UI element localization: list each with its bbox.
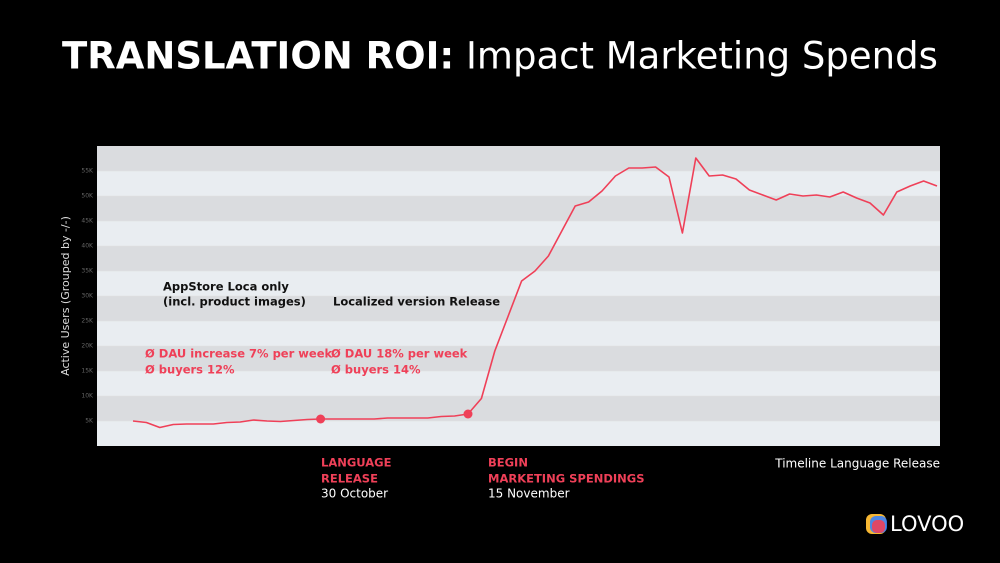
logo-icon	[866, 514, 887, 534]
annotation: Ø buyers 14%	[331, 363, 421, 377]
y-tick-label: 10K	[81, 393, 94, 400]
band	[97, 146, 940, 171]
x-axis-label: Timeline Language Release	[774, 457, 940, 471]
band	[97, 196, 940, 221]
event-label: MARKETING SPENDINGS	[488, 472, 645, 486]
event-date: 15 November	[488, 487, 570, 501]
event-date: 30 October	[321, 487, 388, 501]
plot: 5K 10K 15K 20K 25K 30K 35K 40K 45K 50K 55K	[81, 146, 940, 446]
annotation: Ø DAU increase 7% per week	[145, 347, 332, 361]
y-tick-label: 45K	[81, 218, 94, 225]
y-tick-label: 50K	[81, 193, 94, 200]
y-tick-label: 55K	[81, 168, 94, 175]
event-label: BEGIN	[488, 456, 528, 470]
annotation: AppStore Loca only	[163, 280, 289, 294]
y-tick-label: 20K	[81, 343, 94, 350]
event-marker	[463, 409, 473, 419]
band	[97, 246, 940, 271]
annotation: Localized version Release	[333, 295, 500, 309]
y-tick-label: 30K	[81, 293, 94, 300]
event-label: RELEASE	[321, 472, 378, 486]
logo: LOVOO	[890, 512, 964, 536]
y-axis-label: Active Users (Grouped by -/-)	[59, 216, 72, 376]
annotation: (incl. product images)	[163, 295, 306, 309]
band	[97, 296, 940, 321]
band	[97, 396, 940, 421]
annotation: Ø buyers 12%	[145, 363, 235, 377]
series-line	[132, 157, 938, 429]
annotation: Ø DAU 18% per week	[331, 347, 468, 361]
subtitle: Impact Marketing Spends	[466, 35, 938, 78]
band	[97, 346, 940, 371]
y-tick-label: 35K	[81, 268, 94, 275]
y-tick-label: 5K	[85, 418, 94, 425]
event-label: LANGUAGE	[321, 456, 392, 470]
y-tick-label: 40K	[81, 243, 94, 250]
event-marker	[316, 414, 326, 424]
y-tick-label: 15K	[81, 368, 94, 375]
title: TRANSLATION ROI:	[62, 35, 454, 78]
y-tick-label: 25K	[81, 318, 94, 325]
